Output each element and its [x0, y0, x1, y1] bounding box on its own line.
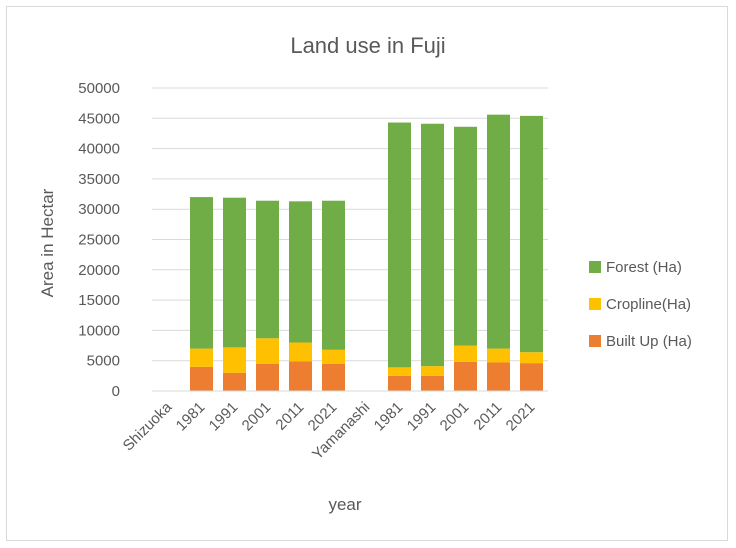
y-tick-label: 0: [112, 383, 120, 400]
legend-swatch: [589, 335, 601, 347]
y-tick-label: 45000: [78, 110, 120, 127]
bar-segment: [190, 197, 213, 349]
legend-swatch: [589, 298, 601, 310]
x-tick-label: 1991: [206, 399, 242, 435]
x-axis-title: year: [328, 495, 361, 514]
x-tick-label: 1991: [404, 399, 440, 435]
y-tick-label: 15000: [78, 292, 120, 309]
bar-segment: [223, 197, 246, 348]
bar-segment: [388, 375, 411, 391]
y-tick-label: 20000: [78, 262, 120, 279]
bar-segment: [454, 345, 477, 362]
x-tick-label: 1981: [173, 399, 209, 435]
x-tick-label: 1981: [371, 399, 407, 435]
bar-segment: [322, 363, 345, 391]
y-tick-label: 30000: [78, 201, 120, 218]
bar-segment: [421, 366, 444, 376]
y-tick-label: 40000: [78, 141, 120, 158]
bar-segment: [487, 362, 510, 391]
bar-segment: [223, 347, 246, 373]
legend-label: Forest (Ha): [606, 259, 682, 276]
chart-title: Land use in Fuji: [290, 33, 445, 58]
gridlines: [152, 87, 548, 362]
x-tick-label: Shizuoka: [120, 398, 176, 454]
x-tick-label: 2011: [272, 399, 307, 434]
x-tick-label: 2021: [503, 399, 539, 435]
bar-segment: [289, 361, 312, 391]
x-axis-ticks: Shizuoka19811991200120112021Yamanashi198…: [120, 398, 539, 463]
bar-segment: [520, 363, 543, 391]
x-tick-label: 2001: [239, 399, 275, 435]
x-tick-label: 2001: [437, 399, 473, 435]
legend-label: Cropline(Ha): [606, 296, 691, 313]
bar-segment: [190, 366, 213, 391]
bars: [190, 114, 543, 391]
bar-segment: [322, 349, 345, 364]
legend-swatch: [589, 261, 601, 273]
legend-label: Built Up (Ha): [606, 333, 692, 350]
y-tick-label: 50000: [78, 80, 120, 97]
y-tick-label: 35000: [78, 171, 120, 188]
bar-segment: [520, 115, 543, 353]
bar-segment: [322, 200, 345, 350]
bar-segment: [190, 348, 213, 367]
bar-segment: [256, 363, 279, 391]
bar-segment: [289, 201, 312, 343]
bar-segment: [454, 126, 477, 346]
bar-segment: [388, 367, 411, 376]
bar-segment: [454, 361, 477, 391]
x-tick-label: 2011: [470, 399, 505, 434]
bar-segment: [487, 114, 510, 349]
bar-segment: [421, 375, 444, 391]
bar-segment: [520, 352, 543, 364]
y-tick-label: 25000: [78, 232, 120, 249]
y-axis-title: Area in Hectar: [38, 188, 57, 297]
legend: Forest (Ha) Cropline(Ha) Built Up (Ha): [589, 259, 692, 350]
bar-segment: [256, 338, 279, 364]
y-tick-label: 10000: [78, 322, 120, 339]
bar-segment: [421, 123, 444, 367]
bar-segment: [223, 372, 246, 391]
y-axis-ticks: 0 5000 10000 15000 20000 25000 30000 35000 40000…: [78, 80, 120, 400]
bar-segment: [256, 200, 279, 339]
bar-segment: [388, 122, 411, 368]
bar-segment: [289, 342, 312, 362]
y-tick-label: 5000: [87, 353, 120, 370]
chart-frame: [6, 6, 728, 541]
bar-segment: [487, 348, 510, 363]
